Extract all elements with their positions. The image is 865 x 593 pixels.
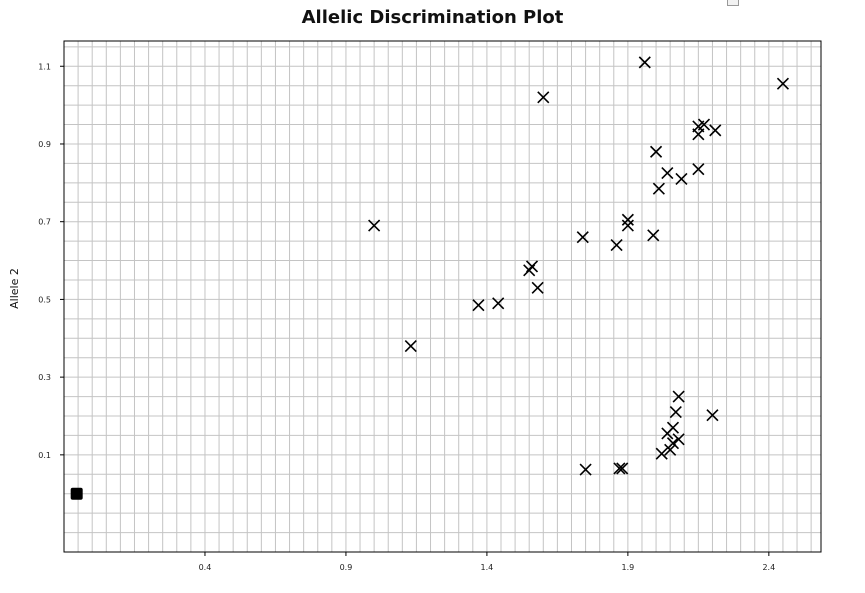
data-point-x-marker [675, 172, 688, 186]
data-point-x-marker [647, 229, 660, 242]
y-tick-label: 0.7 [38, 218, 51, 227]
data-point-x-marker [706, 409, 719, 422]
data-point-x-marker [404, 339, 417, 353]
data-point-x-marker [652, 182, 665, 195]
data-point-x-marker [525, 260, 539, 273]
data-point-x-marker [666, 421, 680, 434]
data-point-x-marker [537, 91, 550, 104]
data-point-x-marker [638, 56, 651, 69]
plot-area-frame [63, 40, 822, 553]
data-point-x-marker [613, 462, 626, 475]
data-point-x-marker [621, 219, 634, 232]
data-point-x-marker [666, 437, 680, 450]
data-point-x-marker [669, 406, 682, 419]
data-point-x-marker [776, 77, 790, 90]
data-point-x-marker [697, 118, 711, 131]
data-point-x-marker [621, 213, 634, 226]
y-tick-label: 0.3 [38, 373, 51, 382]
data-point-x-marker [664, 443, 677, 456]
x-tick-label: 1.9 [622, 563, 635, 572]
data-point-x-marker [492, 297, 505, 310]
data-point-x-marker [531, 281, 544, 294]
data-point-x-marker [655, 447, 668, 460]
data-point-x-marker [576, 231, 589, 244]
data-point-x-marker [610, 238, 623, 252]
corner-checkbox[interactable] [727, 0, 739, 6]
data-point-x-marker [672, 390, 685, 403]
y-tick-label: 0.5 [38, 295, 51, 304]
data-point-x-marker [650, 145, 663, 158]
data-point-x-marker [616, 462, 629, 475]
data-points [70, 56, 790, 500]
y-axis-ticks: 0.1 0.3 0.5 0.7 0.9 1.1 [38, 62, 64, 460]
y-tick-label: 0.1 [38, 451, 51, 460]
y-tick-label: 1.1 [38, 62, 51, 71]
data-point-square-marker [70, 487, 83, 500]
data-point-x-marker [368, 219, 381, 232]
x-tick-label: 2.4 [762, 563, 775, 572]
grid [63, 41, 821, 552]
x-tick-label: 1.4 [481, 563, 494, 572]
data-point-x-marker [579, 463, 592, 476]
y-tick-label: 0.9 [38, 140, 51, 149]
data-point-x-marker [692, 128, 705, 141]
data-point-x-marker [661, 167, 674, 180]
data-point-x-marker [692, 163, 705, 176]
data-point-x-marker [709, 124, 722, 137]
chart-title: Allelic Discrimination Plot [301, 7, 564, 28]
x-tick-label: 0.4 [199, 563, 212, 572]
data-point-x-marker [672, 433, 685, 446]
x-tick-label: 0.9 [340, 563, 353, 572]
x-axis-ticks: 0.4 0.9 1.4 1.9 2.4 [199, 552, 775, 572]
data-point-x-marker [472, 299, 485, 312]
